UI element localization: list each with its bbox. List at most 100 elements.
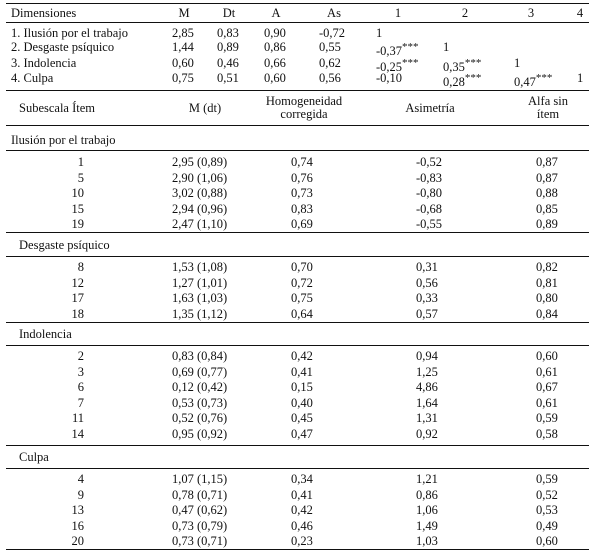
cell-homogeneity: 0,69 <box>291 217 313 231</box>
table1-dimension-label: 1. Ilusión por el trabajo <box>11 26 128 40</box>
cell-alpha: 0,89 <box>536 217 558 231</box>
cell-homogeneity: 0,15 <box>291 380 313 394</box>
cell-mean-sd: 0,52 (0,76) <box>172 411 228 425</box>
cell-mean-sd: 0,73 (0,79) <box>172 518 228 533</box>
table2-bottom-rule <box>6 549 589 550</box>
table2-header-skewness: Asimetría <box>405 101 455 115</box>
table1-header: 3 <box>527 6 535 20</box>
item-number: 17 <box>71 291 85 305</box>
table1-cell-a: 0,60 <box>264 71 286 85</box>
item-number: 15 <box>71 201 85 216</box>
cell-homogeneity: 0,83 <box>291 201 313 216</box>
cell-alpha: 0,60 <box>536 534 558 548</box>
cell-skewness: -0,52 <box>416 155 443 169</box>
table1-cell-m: 0,75 <box>172 71 194 85</box>
cell-skewness: 0,92 <box>416 426 438 441</box>
subscale-rule <box>6 468 589 469</box>
table1-header: 2 <box>461 6 469 20</box>
cell-mean-sd: 2,95 (0,89) <box>172 155 228 169</box>
cell-alpha: 0,81 <box>536 275 558 290</box>
item-number: 12 <box>71 275 85 290</box>
cell-alpha: 0,59 <box>536 472 558 486</box>
item-number: 13 <box>71 503 85 517</box>
item-number: 8 <box>77 260 84 274</box>
cell-homogeneity: 0,40 <box>291 395 313 410</box>
cell-alpha: 0,87 <box>536 170 558 185</box>
table2-header-mdt: M (dt) <box>188 101 222 115</box>
item-number: 20 <box>71 534 85 548</box>
cell-mean-sd: 0,53 (0,73) <box>172 395 228 410</box>
subscale-title: Culpa <box>19 450 49 464</box>
cell-homogeneity: 0,47 <box>291 426 313 441</box>
table1-header-rule <box>6 22 589 23</box>
cell-skewness: -0,55 <box>416 217 443 231</box>
cell-alpha: 0,59 <box>536 411 558 425</box>
cell-mean-sd: 0,47 (0,62) <box>172 503 228 517</box>
table1-header: A <box>271 6 281 20</box>
table1-cell-dt: 0,51 <box>217 71 239 85</box>
cell-mean-sd: 2,90 (1,06) <box>172 170 228 185</box>
cell-alpha: 0,84 <box>536 306 558 321</box>
table1-header: 4 <box>576 6 584 20</box>
cell-skewness: 4,86 <box>416 380 438 394</box>
table2-header-rule <box>6 125 589 126</box>
table2-header-alpha: Alfa sin <box>528 94 568 108</box>
subscale-end-rule <box>6 232 589 233</box>
table1-cell-m: 0,60 <box>172 56 194 70</box>
cell-homogeneity: 0,70 <box>291 260 313 274</box>
table1-cell-dt: 0,46 <box>217 56 239 70</box>
cell-mean-sd: 2,94 (0,96) <box>172 201 228 216</box>
subscale-rule <box>6 256 589 257</box>
cell-homogeneity: 0,74 <box>291 155 313 169</box>
table2-header-alpha: ítem <box>536 107 560 121</box>
item-number: 4 <box>77 472 84 486</box>
table1-header: As <box>327 6 341 20</box>
item-number: 6 <box>77 380 84 394</box>
cell-homogeneity: 0,41 <box>291 487 313 502</box>
subscale-end-rule <box>6 322 589 323</box>
cell-homogeneity: 0,45 <box>291 411 313 425</box>
subscale-title: Desgaste psíquico <box>19 238 110 252</box>
cell-alpha: 0,52 <box>536 487 558 502</box>
cell-alpha: 0,87 <box>536 155 558 169</box>
table1-dimension-label: 3. Indolencia <box>11 56 77 70</box>
table1-cell-corr: 1 <box>577 71 584 85</box>
cell-skewness: 0,56 <box>416 275 438 290</box>
cell-homogeneity: 0,64 <box>291 306 313 321</box>
table1-header: Dimensiones <box>11 6 77 20</box>
item-number: 18 <box>71 306 85 321</box>
table1-cell-dt: 0,83 <box>217 26 239 40</box>
cell-skewness: -0,80 <box>416 186 443 200</box>
table1-cell-corr: 1 <box>443 40 450 54</box>
cell-skewness: 0,86 <box>416 487 438 502</box>
subscale-end-rule <box>6 445 589 446</box>
table1-header: Dt <box>222 6 236 20</box>
cell-alpha: 0,61 <box>536 395 558 410</box>
cell-mean-sd: 1,63 (1,03) <box>172 291 228 305</box>
cell-homogeneity: 0,34 <box>291 472 313 486</box>
table1-cell-m: 1,44 <box>172 40 194 54</box>
table1-cell-corr: 0,35*** <box>443 57 482 75</box>
cell-skewness: 1,31 <box>416 411 438 425</box>
table2-top-rule <box>6 90 589 91</box>
cell-mean-sd: 0,73 (0,71) <box>172 534 228 548</box>
cell-mean-sd: 0,83 (0,84) <box>172 349 228 363</box>
cell-skewness: -0,68 <box>416 201 443 216</box>
cell-alpha: 0,60 <box>536 349 558 363</box>
item-number: 9 <box>77 487 84 502</box>
table1-cell-corr: -0,37*** <box>376 41 419 59</box>
cell-homogeneity: 0,75 <box>291 291 313 305</box>
table1-cell-corr: 0,47*** <box>514 72 553 90</box>
table1-cell-corr: -0,25*** <box>376 57 419 75</box>
table1-cell-as: 0,62 <box>319 56 341 70</box>
table1-cell-m: 2,85 <box>172 26 194 40</box>
cell-mean-sd: 0,78 (0,71) <box>172 487 228 502</box>
cell-alpha: 0,82 <box>536 260 558 274</box>
subscale-title: Indolencia <box>19 327 72 341</box>
cell-skewness: 0,57 <box>416 306 438 321</box>
table2-header-homogeneity: Homogeneidad <box>265 94 343 108</box>
item-number: 19 <box>71 217 85 231</box>
table1-cell-a: 0,90 <box>264 26 286 40</box>
cell-alpha: 0,80 <box>536 291 558 305</box>
